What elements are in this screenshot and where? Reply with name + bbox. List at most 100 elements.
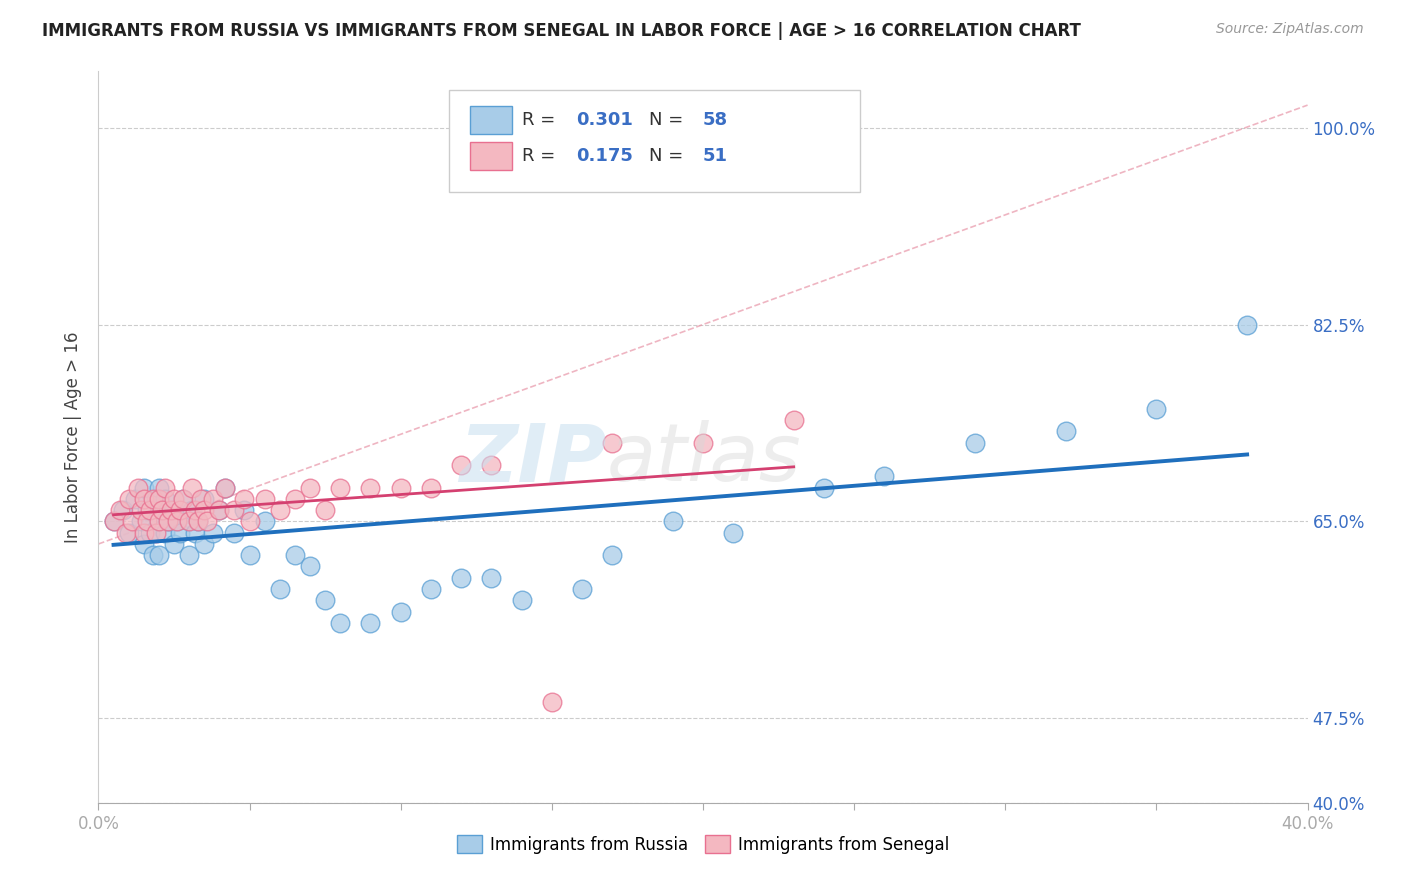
Point bbox=[118, 491, 141, 506]
Point bbox=[166, 515, 188, 529]
Text: 51: 51 bbox=[703, 147, 728, 165]
Point bbox=[1054, 425, 1077, 439]
Point bbox=[163, 503, 186, 517]
Text: 58: 58 bbox=[703, 111, 728, 128]
Text: atlas: atlas bbox=[606, 420, 801, 498]
Point bbox=[148, 515, 170, 529]
Point bbox=[214, 481, 236, 495]
Point bbox=[169, 525, 191, 540]
Text: Source: ZipAtlas.com: Source: ZipAtlas.com bbox=[1216, 22, 1364, 37]
Bar bbox=[470, 143, 512, 170]
Point bbox=[118, 525, 141, 540]
Point bbox=[184, 525, 207, 540]
Point bbox=[139, 525, 162, 540]
Point bbox=[166, 515, 188, 529]
Point bbox=[269, 582, 291, 596]
Point bbox=[179, 515, 201, 529]
Point bbox=[284, 491, 307, 506]
Point bbox=[169, 503, 191, 517]
Point bbox=[142, 548, 165, 562]
Point bbox=[224, 503, 246, 517]
Point bbox=[153, 491, 176, 506]
Point bbox=[132, 481, 155, 495]
Point bbox=[723, 525, 745, 540]
Point bbox=[239, 515, 262, 529]
Point bbox=[153, 525, 176, 540]
Point bbox=[139, 503, 162, 517]
Point bbox=[172, 491, 194, 506]
Point bbox=[602, 548, 624, 562]
Point bbox=[232, 491, 254, 506]
Point bbox=[111, 503, 134, 517]
Point bbox=[1144, 401, 1167, 416]
Point bbox=[150, 503, 173, 517]
Bar bbox=[470, 106, 512, 134]
Text: 0.301: 0.301 bbox=[576, 111, 633, 128]
Point bbox=[129, 503, 152, 517]
Point bbox=[156, 515, 179, 529]
Point bbox=[148, 491, 170, 506]
Point bbox=[114, 525, 136, 540]
Point bbox=[195, 515, 218, 529]
Point bbox=[965, 435, 987, 450]
Point bbox=[389, 481, 412, 495]
Point bbox=[187, 515, 209, 529]
Point bbox=[420, 582, 443, 596]
Point bbox=[181, 481, 204, 495]
Point bbox=[783, 413, 806, 427]
Point bbox=[108, 503, 131, 517]
Text: R =: R = bbox=[522, 111, 561, 128]
Point bbox=[202, 525, 225, 540]
Point bbox=[193, 537, 215, 551]
Point bbox=[481, 458, 503, 473]
Point bbox=[148, 481, 170, 495]
Point bbox=[389, 605, 412, 619]
Point bbox=[148, 515, 170, 529]
Point bbox=[163, 491, 186, 506]
Point bbox=[148, 548, 170, 562]
Point bbox=[129, 515, 152, 529]
Point bbox=[239, 548, 262, 562]
Text: ZIP: ZIP bbox=[458, 420, 606, 498]
Point bbox=[127, 481, 149, 495]
Point bbox=[329, 481, 352, 495]
Point bbox=[314, 503, 336, 517]
Text: 0.175: 0.175 bbox=[576, 147, 633, 165]
Point bbox=[135, 503, 157, 517]
Point bbox=[145, 525, 167, 540]
Point bbox=[224, 525, 246, 540]
Point bbox=[142, 491, 165, 506]
Text: N =: N = bbox=[648, 111, 689, 128]
Point bbox=[187, 515, 209, 529]
Point bbox=[232, 503, 254, 517]
Point bbox=[124, 491, 146, 506]
Point bbox=[181, 503, 204, 517]
Point bbox=[813, 481, 835, 495]
Point bbox=[132, 491, 155, 506]
Point bbox=[103, 515, 125, 529]
Point bbox=[132, 537, 155, 551]
Point bbox=[121, 515, 143, 529]
Point bbox=[420, 481, 443, 495]
FancyBboxPatch shape bbox=[449, 90, 860, 192]
Point bbox=[193, 491, 215, 506]
Point bbox=[153, 481, 176, 495]
Point bbox=[253, 491, 276, 506]
Point bbox=[208, 503, 231, 517]
Point bbox=[156, 515, 179, 529]
Point bbox=[360, 481, 382, 495]
Point bbox=[184, 503, 207, 517]
Point bbox=[179, 515, 201, 529]
Point bbox=[602, 435, 624, 450]
Point bbox=[208, 503, 231, 517]
Point bbox=[179, 548, 201, 562]
Point bbox=[314, 593, 336, 607]
Point bbox=[193, 503, 215, 517]
Point bbox=[360, 615, 382, 630]
Point bbox=[571, 582, 593, 596]
Point bbox=[135, 515, 157, 529]
Point bbox=[299, 559, 322, 574]
Point bbox=[329, 615, 352, 630]
Point bbox=[661, 515, 683, 529]
Point bbox=[540, 694, 562, 708]
